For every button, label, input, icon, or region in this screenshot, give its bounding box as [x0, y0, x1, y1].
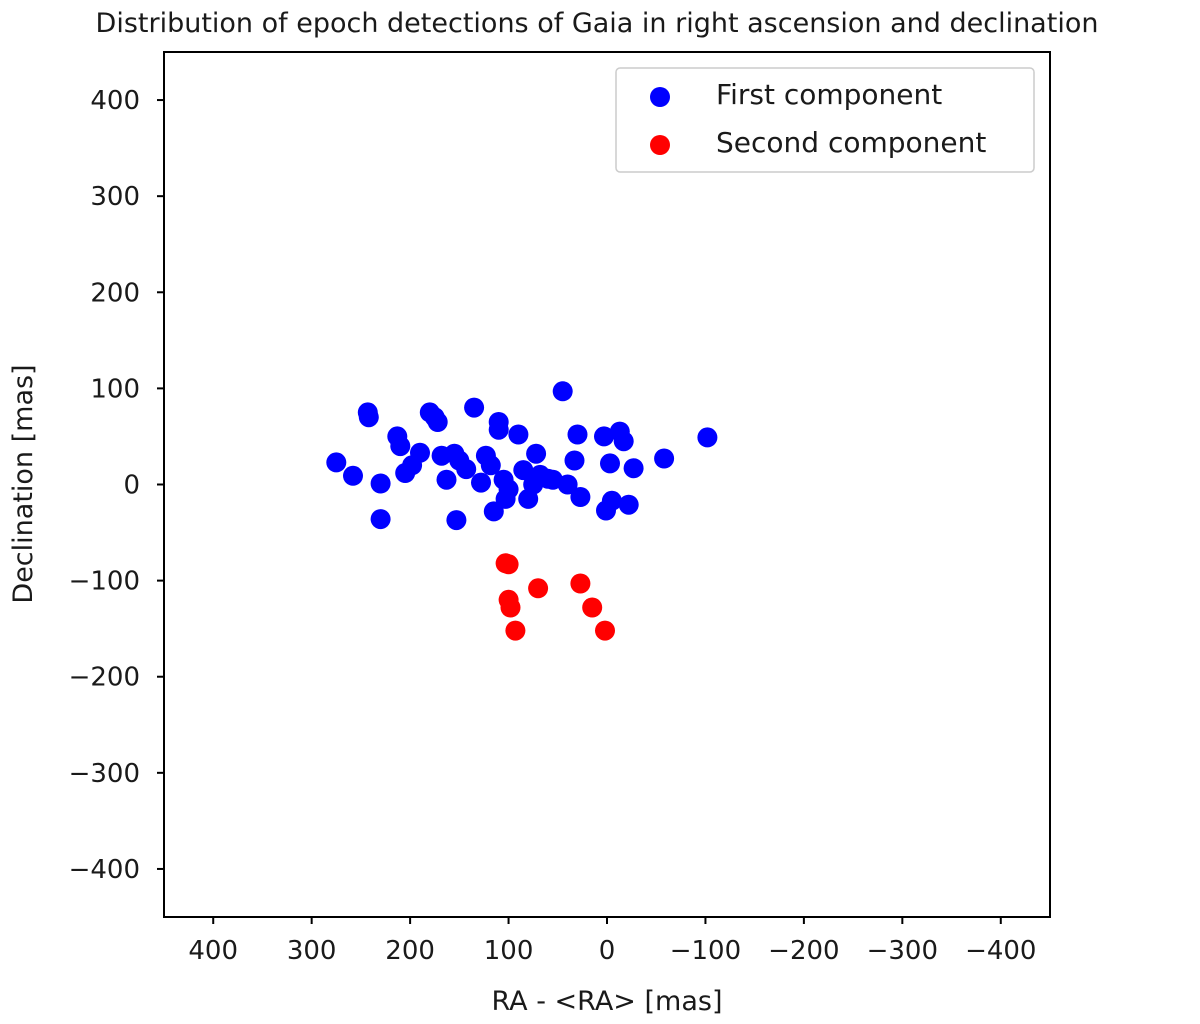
first-component-point [594, 426, 614, 447]
first-component-point [390, 436, 411, 457]
first-component-point [464, 397, 485, 418]
x-tick-label: −300 [867, 936, 938, 966]
y-tick-label: 100 [90, 374, 140, 404]
x-tick-label: −200 [768, 936, 839, 966]
legend-marker-first-component [650, 87, 670, 107]
first-component-point [358, 407, 379, 428]
y-tick-label: −300 [69, 759, 140, 789]
first-component-point [552, 381, 573, 402]
x-tick-label: 0 [599, 936, 616, 966]
x-tick-label: 400 [188, 936, 238, 966]
legend-box [615, 67, 1035, 173]
first-component-point [600, 453, 620, 474]
y-tick-label: −400 [69, 855, 140, 885]
first-component-point [567, 424, 588, 445]
first-component-point [570, 487, 591, 507]
x-tick-label: 100 [484, 936, 534, 966]
legend-label-first-component: First component [716, 78, 942, 111]
first-component-point [654, 448, 675, 469]
first-component-point [326, 452, 347, 473]
first-component-point [564, 450, 585, 471]
x-tick-label: −400 [965, 936, 1036, 966]
first-component-point [483, 501, 504, 522]
points-layer [326, 381, 718, 641]
legend: First component Second component [615, 67, 1035, 173]
second-component-point [500, 597, 521, 618]
second-component-point [498, 554, 519, 575]
y-axis: 400 300 200 100 0 −100 −200 −300 −400 [69, 86, 164, 885]
first-component-point [697, 427, 718, 448]
first-component-point [618, 494, 639, 515]
first-component-point [623, 458, 644, 479]
first-component-point [410, 442, 430, 463]
first-component-point [495, 488, 516, 509]
second-component-point [505, 620, 526, 641]
first-component-point [526, 443, 547, 464]
legend-label-second-component: Second component [716, 126, 986, 159]
y-tick-label: −200 [69, 663, 140, 693]
first-component-point [557, 474, 578, 495]
first-component-point [370, 509, 391, 530]
x-axis-label: RA - <RA> [mas] [492, 986, 723, 1017]
x-tick-label: −100 [670, 936, 741, 966]
first-component-point [613, 431, 634, 452]
first-component-point [601, 490, 622, 511]
y-axis-label: Declination [mas] [8, 364, 39, 603]
y-tick-label: 0 [123, 471, 140, 501]
second-component-point [595, 620, 615, 641]
first-component-point [456, 459, 477, 480]
first-component-point [513, 460, 534, 481]
first-component-point [370, 473, 391, 494]
first-component-point [343, 465, 363, 486]
first-component-point [427, 412, 448, 432]
first-component-point [471, 472, 491, 493]
first-component-point [436, 469, 457, 490]
second-component-point [570, 573, 591, 594]
plot-frame [163, 51, 1051, 918]
y-tick-label: −100 [69, 567, 140, 597]
first-component-point [508, 424, 529, 445]
y-tick-label: 400 [90, 86, 140, 116]
x-tick-label: 300 [287, 936, 337, 966]
chart-title: Distribution of epoch detections of Gaia… [96, 8, 1099, 39]
y-tick-label: 300 [90, 182, 140, 212]
x-tick-label: 200 [385, 936, 435, 966]
first-component-point [480, 455, 501, 476]
second-component-point [528, 578, 549, 599]
y-tick-label: 200 [90, 278, 140, 308]
legend-marker-second-component [650, 135, 670, 155]
first-component-point [488, 419, 509, 440]
second-component-point [582, 597, 603, 618]
x-axis: 400 300 200 100 0 −100 −200 −300 −400 [188, 917, 1036, 966]
first-component-point [446, 510, 467, 531]
